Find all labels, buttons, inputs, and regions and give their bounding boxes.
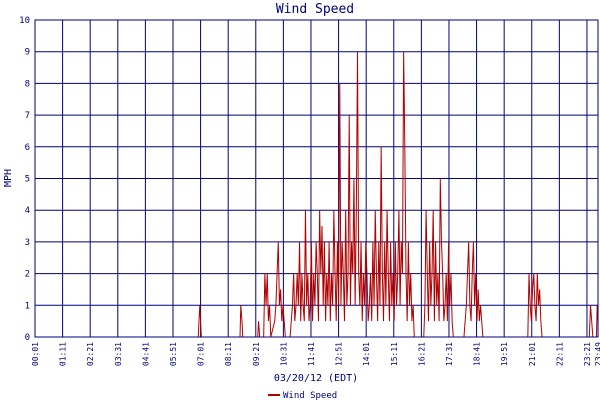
- x-axis-label: 03/20/12 (EDT): [274, 373, 358, 384]
- y-tick-label: 7: [25, 111, 30, 121]
- y-tick-label: 1: [25, 301, 30, 311]
- x-tick-label: 09:21: [252, 342, 261, 366]
- plot-frame: [34, 19, 599, 338]
- x-tick-label: 15:11: [390, 342, 399, 366]
- x-tick-label: 05:51: [169, 342, 178, 366]
- y-tick-label: 9: [25, 48, 30, 58]
- y-tick-label: 10: [19, 16, 30, 26]
- y-tick-label: 4: [25, 206, 30, 216]
- legend-label: Wind Speed: [283, 391, 337, 400]
- x-tick-label: 14:01: [362, 342, 371, 366]
- x-tick-label: 07:01: [197, 342, 206, 366]
- x-tick-label: 01:11: [59, 342, 68, 366]
- y-axis-ticks: 0 1 2 3 4 5 6 7 8 9 10: [19, 16, 30, 343]
- x-tick-label: 10:31: [279, 342, 288, 366]
- chart-title: Wind Speed: [276, 2, 354, 17]
- y-axis-label: MPH: [3, 169, 14, 187]
- x-axis-ticks: 00:01 01:11 02:21 03:31 04:41 05:51 07:01 08:11…: [31, 342, 600, 366]
- x-tick-label: 04:41: [141, 342, 150, 366]
- y-tick-label: 8: [25, 79, 30, 89]
- x-tick-label: 21:01: [528, 342, 537, 366]
- legend: Wind Speed: [268, 391, 337, 400]
- x-tick-label: 17:31: [445, 342, 454, 366]
- x-tick-label: 19:51: [500, 342, 509, 366]
- x-tick-label: 00:01: [31, 342, 40, 366]
- series-line-wind-speed: [35, 51, 599, 338]
- x-tick-label: 18:41: [473, 342, 482, 366]
- y-tick-label: 0: [25, 333, 30, 343]
- y-tick-label: 5: [25, 175, 30, 185]
- y-tick-label: 3: [25, 238, 30, 248]
- x-tick-label: 16:21: [417, 342, 426, 366]
- y-tick-label: 2: [25, 270, 30, 280]
- x-tick-label: 11:41: [307, 342, 316, 366]
- y-tick-label: 6: [25, 143, 30, 153]
- series-layer: [35, 51, 599, 338]
- x-tick-label: 23:49: [594, 342, 600, 366]
- x-tick-label: 08:11: [224, 342, 233, 366]
- x-tick-label: 03:31: [114, 342, 123, 366]
- x-tick-label: 12:51: [335, 342, 344, 366]
- x-tick-label: 23:21: [583, 342, 592, 366]
- x-tick-label: 22:11: [555, 342, 564, 366]
- x-tick-label: 02:21: [86, 342, 95, 366]
